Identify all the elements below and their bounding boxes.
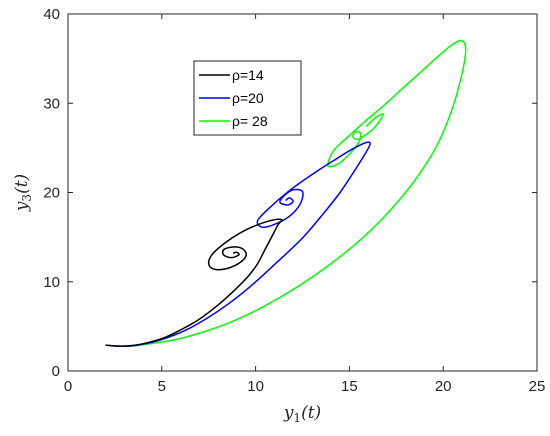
legend-label-1: ρ=20 xyxy=(232,90,264,106)
y-tick-label: 0 xyxy=(52,363,60,380)
x-tick-label: 25 xyxy=(529,378,546,395)
y-axis-title: y3(t) xyxy=(12,174,34,212)
y-tick-label: 20 xyxy=(43,185,60,202)
x-tick-label: 10 xyxy=(247,378,264,395)
x-tick-label: 15 xyxy=(341,378,358,395)
x-tick-label: 0 xyxy=(64,378,72,395)
y-tick-label: 30 xyxy=(43,95,60,112)
x-tick-label: 5 xyxy=(158,378,166,395)
legend: ρ=14 ρ=20 ρ= 28 xyxy=(193,60,302,136)
series-line-1 xyxy=(105,141,371,347)
x-axis-title: y1(t) xyxy=(283,403,321,425)
y-tick-label: 40 xyxy=(43,6,60,23)
legend-label-2: ρ= 28 xyxy=(232,113,268,129)
axes: 0 5 10 15 20 25 0 10 20 30 40 y1(t) y3(t) xyxy=(12,6,545,425)
series-line-2 xyxy=(105,39,467,347)
x-tick-label: 20 xyxy=(435,378,452,395)
series-line-0 xyxy=(105,218,283,347)
plot-area xyxy=(105,39,467,347)
y-tick-label: 10 xyxy=(43,274,60,291)
legend-label-0: ρ=14 xyxy=(232,67,264,83)
